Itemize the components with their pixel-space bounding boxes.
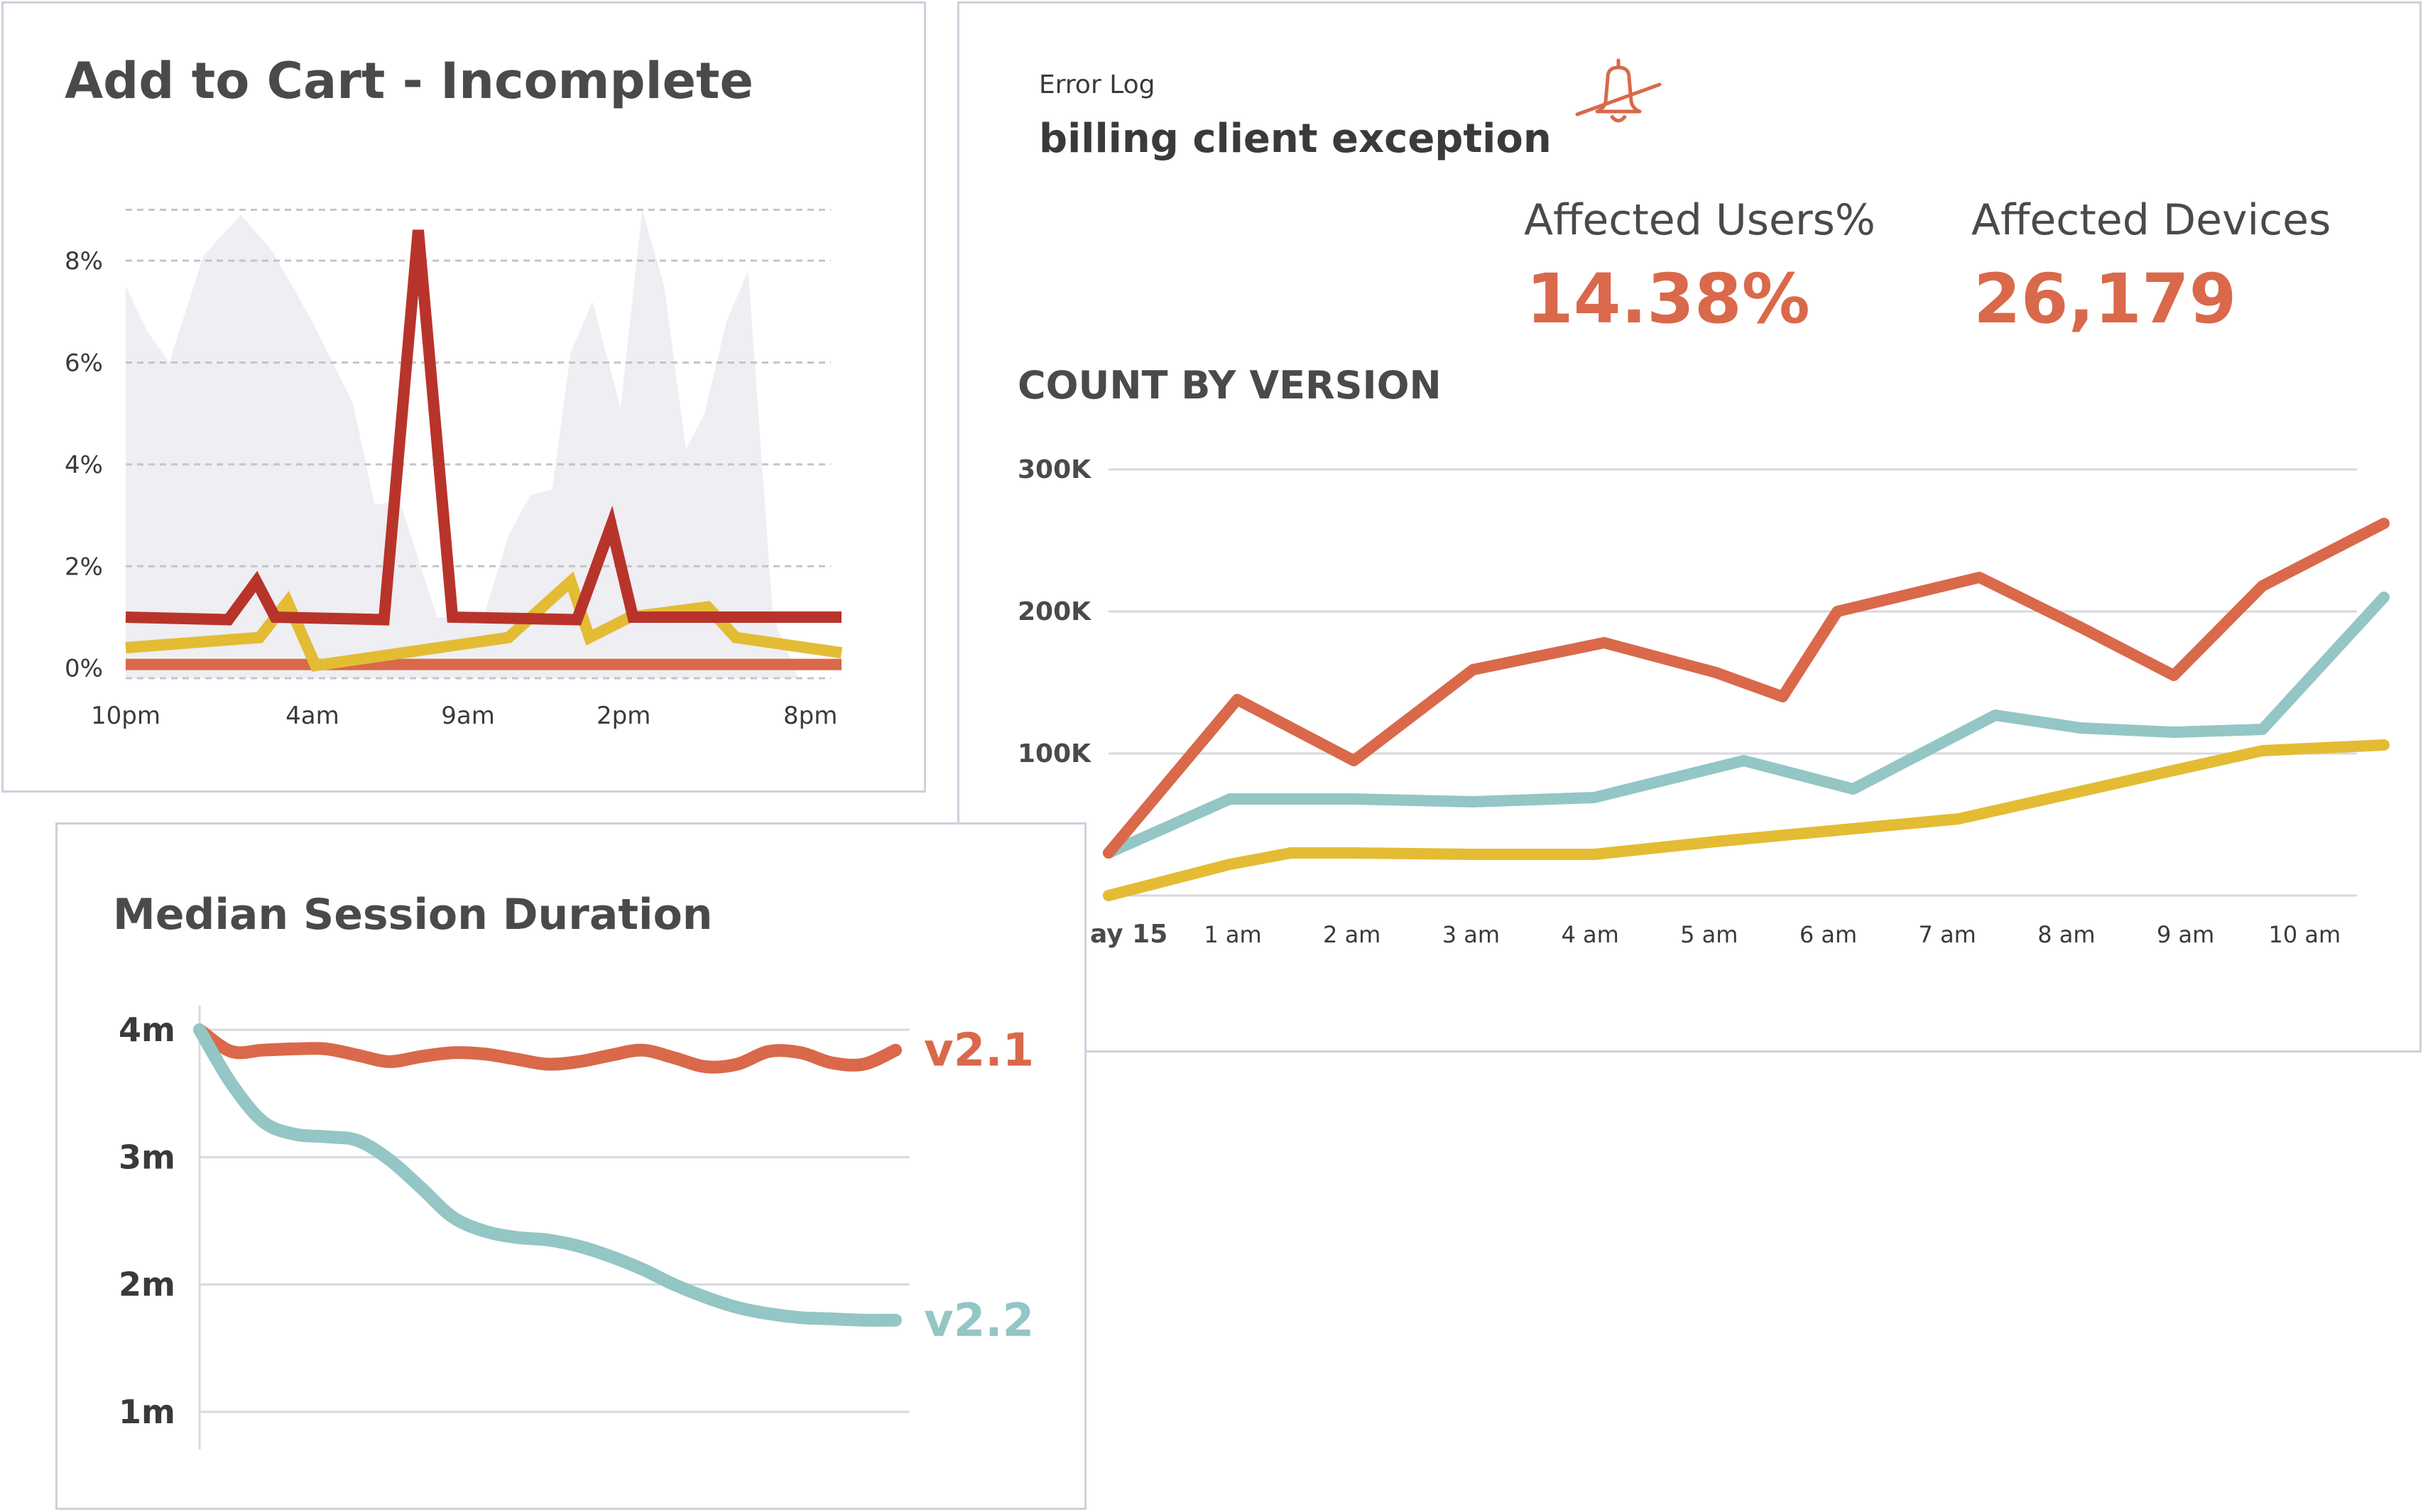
y-tick-label: 200K xyxy=(1018,597,1091,626)
y-tick-label: 300K xyxy=(1018,455,1091,484)
bell-off-icon[interactable] xyxy=(1569,58,1668,136)
series-line xyxy=(1103,739,2390,901)
affected-devices-label: Affected Devices xyxy=(1971,195,2331,245)
x-tick-label: 5 am xyxy=(1680,921,1738,948)
panel-title: Median Session Duration xyxy=(113,890,713,940)
series-line xyxy=(1103,518,2390,859)
series-label: v2.2 xyxy=(924,1295,1034,1347)
x-tick-label: 7 am xyxy=(1919,921,1976,948)
x-tick-label: 9am xyxy=(441,702,495,730)
series-label: v2.1 xyxy=(924,1025,1034,1077)
x-tick-label: ay 15 xyxy=(1090,920,1167,949)
x-tick-label: 9 am xyxy=(2157,921,2214,948)
y-tick-label: 1m xyxy=(119,1393,175,1431)
y-tick-label: 100K xyxy=(1018,739,1091,768)
add-to-cart-chart: 0% 2% 4% 6% 8% 10pm 4am 9am 2pm 8pm xyxy=(65,208,843,730)
add-to-cart-panel: Add to Cart - Incomplete 0% 2% 4% 6% 8% 10pm 4… xyxy=(1,1,926,793)
affected-devices-value: 26,179 xyxy=(1973,259,2237,339)
x-tick-label: 6 am xyxy=(1799,921,1857,948)
panel-title: Add to Cart - Incomplete xyxy=(65,52,753,110)
y-tick-label: 8% xyxy=(65,247,103,276)
error-log-label: Error Log xyxy=(1039,70,1155,99)
x-tick-label: 10 am xyxy=(2268,921,2341,948)
y-tick-label: 2m xyxy=(119,1266,175,1304)
x-tick-label: 4 am xyxy=(1561,921,1618,948)
series-line xyxy=(193,1023,902,1074)
session-duration-chart: 1m 2m 3m 4m v2.1 v2.2 xyxy=(119,1006,1034,1450)
affected-users-value: 14.38% xyxy=(1526,259,1810,339)
background-area xyxy=(126,210,842,678)
x-tick-label: 10pm xyxy=(91,702,160,730)
error-title: billing client exception xyxy=(1039,116,1552,162)
y-tick-label: 6% xyxy=(65,349,103,377)
session-duration-panel: Median Session Duration 1m 2m 3m 4m v2.1 v2.2 xyxy=(55,822,1087,1510)
x-tick-label: 3 am xyxy=(1442,921,1500,948)
y-tick-label: 3m xyxy=(119,1138,175,1176)
x-tick-label: 1 am xyxy=(1204,921,1261,948)
x-tick-label: 2 am xyxy=(1323,921,1381,948)
x-tick-label: 8pm xyxy=(783,702,837,730)
y-tick-label: 4% xyxy=(65,451,103,479)
x-tick-label: 2pm xyxy=(597,702,650,730)
error-log-panel: Error Log billing client exception Affec… xyxy=(957,1,2422,1053)
y-tick-label: 0% xyxy=(65,655,103,683)
series-line xyxy=(193,1023,902,1327)
series-line xyxy=(1103,592,2390,859)
affected-users-label: Affected Users% xyxy=(1524,195,1875,245)
x-tick-label: 4am xyxy=(285,702,339,730)
y-tick-label: 4m xyxy=(119,1011,175,1049)
count-by-version-chart: 100K 200K 300K ay 15 1 am 2 am 3 am 4 am 5 am 6 a… xyxy=(1018,455,2390,949)
x-tick-label: 8 am xyxy=(2037,921,2095,948)
y-tick-label: 2% xyxy=(65,553,103,581)
series-line xyxy=(125,229,842,626)
count-by-version-title: COUNT BY VERSION xyxy=(1018,363,1442,408)
